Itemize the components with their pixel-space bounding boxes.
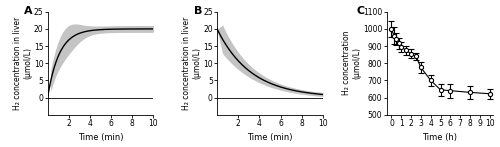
Y-axis label: H₂ concentration in liver
(μmol/L): H₂ concentration in liver (μmol/L) xyxy=(13,17,32,110)
Y-axis label: H₂ concentration in liver
(μmol/L): H₂ concentration in liver (μmol/L) xyxy=(182,17,202,110)
X-axis label: Time (min): Time (min) xyxy=(247,133,293,142)
Text: C: C xyxy=(357,6,365,16)
Y-axis label: H₂ concentration
(μmol/L): H₂ concentration (μmol/L) xyxy=(342,31,361,95)
X-axis label: Time (h): Time (h) xyxy=(422,133,457,142)
X-axis label: Time (min): Time (min) xyxy=(78,133,123,142)
Text: B: B xyxy=(194,6,202,16)
Text: A: A xyxy=(24,6,33,16)
